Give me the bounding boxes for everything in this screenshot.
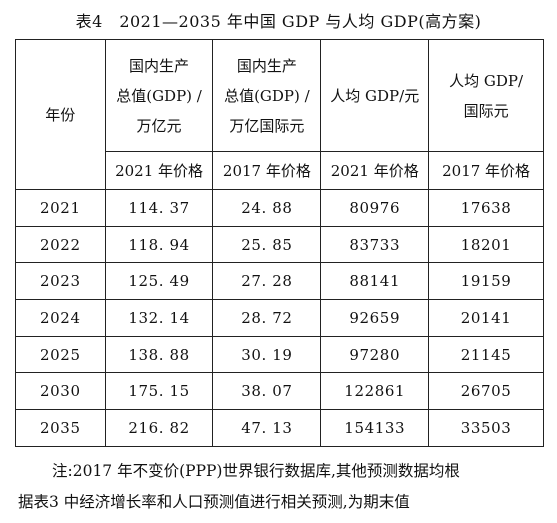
cell-gdp-intl: 25. 85 [212, 225, 322, 264]
cell-pc-intl: 18201 [428, 225, 544, 264]
cell-pc-cny: 122861 [320, 372, 430, 411]
cell-year: 2024 [15, 299, 106, 337]
table-row: 2023 125. 49 27. 28 88141 19159 [15, 262, 544, 301]
cell-gdp-cny: 132. 14 [104, 299, 214, 337]
header-row-price: 2021 年价格 2017 年价格 2021 年价格 2017 年价格 [16, 151, 544, 190]
cell-pc-intl: 33503 [428, 409, 544, 447]
cell-pc-cny: 83733 [320, 225, 430, 264]
cell-gdp-intl: 47. 13 [212, 409, 322, 447]
cell-gdp-cny: 138. 88 [104, 335, 214, 374]
cell-gdp-cny: 216. 82 [104, 409, 214, 447]
table-row: 2024 132. 14 28. 72 92659 20141 [15, 299, 544, 337]
cell-pc-intl: 20141 [428, 299, 544, 337]
table-row: 2025 138. 88 30. 19 97280 21145 [15, 335, 544, 374]
cell-year: 2030 [15, 372, 106, 411]
table-title: 表4 2021—2035 年中国 GDP 与人均 GDP(高方案) [75, 12, 482, 31]
header-pc-intl: 人均 GDP/ 国际元 [428, 39, 544, 152]
cell-pc-cny: 88141 [320, 262, 430, 301]
header-year: 年份 [15, 39, 106, 190]
table-row: 2035 216. 82 47. 13 154133 33503 [15, 409, 544, 447]
gdp-table: 年份 国内生产 总值(GDP) / 万亿元 国内生产 总值(GDP) / 万亿国… [15, 39, 544, 447]
footnote-line-2: 据表3 中经济增长率和人口预测值进行相关预测,为期末值 [18, 493, 410, 511]
header-gdp-cny: 国内生产 总值(GDP) / 万亿元 [104, 39, 214, 152]
cell-pc-intl: 21145 [428, 335, 544, 374]
cell-gdp-cny: 125. 49 [104, 262, 214, 301]
cell-year: 2022 [15, 225, 106, 264]
cell-gdp-cny: 175. 15 [104, 372, 214, 411]
cell-year: 2021 [15, 189, 106, 227]
cell-year: 2025 [15, 335, 106, 374]
header-pc-cny: 人均 GDP/元 [320, 39, 430, 152]
cell-gdp-intl: 30. 19 [212, 335, 322, 374]
table-row: 2030 175. 15 38. 07 122861 26705 [15, 372, 544, 411]
cell-gdp-intl: 38. 07 [212, 372, 322, 411]
header-price-1: 2021 年价格 [104, 151, 214, 190]
cell-pc-intl: 19159 [428, 262, 544, 301]
cell-gdp-intl: 28. 72 [212, 299, 322, 337]
header-price-4: 2017 年价格 [428, 151, 544, 190]
header-gdp-intl: 国内生产 总值(GDP) / 万亿国际元 [212, 39, 322, 152]
cell-pc-cny: 92659 [320, 299, 430, 337]
header-price-2: 2017 年价格 [212, 151, 322, 190]
footnote-line-1: 注:2017 年不变价(PPP)世界银行数据库,其他预测数据均根 [52, 462, 460, 480]
cell-gdp-intl: 24. 88 [212, 189, 322, 227]
cell-gdp-intl: 27. 28 [212, 262, 322, 301]
cell-pc-cny: 80976 [320, 189, 430, 227]
header-price-3: 2021 年价格 [320, 151, 430, 190]
cell-year: 2035 [15, 409, 106, 447]
table-row: 2022 118. 94 25. 85 83733 18201 [15, 225, 544, 264]
header-row-main: 年份 国内生产 总值(GDP) / 万亿元 国内生产 总值(GDP) / 万亿国… [15, 39, 544, 190]
cell-pc-intl: 26705 [428, 372, 544, 411]
cell-pc-cny: 154133 [320, 409, 430, 447]
cell-gdp-cny: 118. 94 [104, 225, 214, 264]
table-row: 2021 114. 37 24. 88 80976 17638 [15, 189, 544, 227]
table-footnote: 注:2017 年不变价(PPP)世界银行数据库,其他预测数据均根 据表3 中经济… [18, 456, 548, 518]
cell-pc-intl: 17638 [428, 189, 544, 227]
cell-pc-cny: 97280 [320, 335, 430, 374]
cell-gdp-cny: 114. 37 [104, 189, 214, 227]
cell-year: 2023 [15, 262, 106, 301]
